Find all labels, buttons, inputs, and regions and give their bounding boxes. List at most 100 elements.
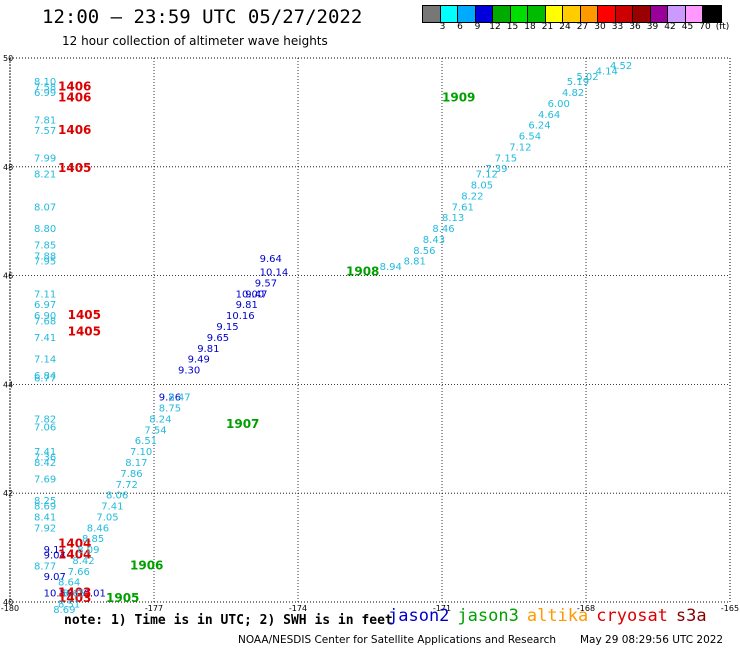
color-swatch: [510, 6, 528, 22]
wave-height-label: 8.69: [34, 502, 56, 513]
color-swatch: [580, 6, 598, 22]
wave-height-label: 8.22: [461, 191, 483, 202]
wave-height-label: 6.90: [34, 311, 56, 322]
wave-height-label: 9.11: [44, 545, 66, 556]
wave-height-label: 7.57: [34, 126, 56, 137]
color-scale-label: 12: [489, 22, 501, 32]
pass-id-label: 1405: [58, 161, 91, 175]
wave-height-label: 8.06: [106, 491, 128, 502]
wave-height-label: 8.09: [77, 545, 99, 556]
y-tick-label: 44: [3, 380, 13, 389]
pass-id-label: 1909: [442, 91, 475, 105]
x-tick-label: -165: [721, 604, 739, 613]
color-swatch: [633, 6, 651, 22]
wave-height-label: 7.15: [495, 153, 517, 164]
color-swatch: [423, 6, 441, 22]
wave-height-label: 9.81: [197, 344, 219, 355]
axis-ticks: -180 -177 -174 -171 -168 -165 40 42 44 46 48 50: [1, 54, 739, 613]
y-tick-label: 42: [3, 489, 13, 498]
x-tick-label: -177: [145, 604, 163, 613]
wave-height-label: 9.30: [178, 366, 200, 377]
pass-id-label: 1403: [58, 586, 91, 600]
wave-height-label: 9.64: [260, 254, 282, 265]
pass-id-label: 1404: [58, 537, 91, 551]
color-scale-label: 3: [439, 22, 446, 32]
wave-height-label: 7.86: [120, 469, 142, 480]
x-tick-label: -180: [1, 604, 19, 613]
wave-height-label: 8.85: [82, 534, 104, 545]
wave-height-label: 10.14: [260, 268, 289, 279]
wave-height-label: 9.65: [207, 333, 229, 344]
color-swatch: [703, 6, 721, 22]
wave-height-label: 7.41: [34, 333, 56, 344]
wave-height-label: 7.81: [34, 115, 56, 126]
wave-height-label: 7.36: [34, 453, 56, 464]
wave-height-label: 8.46: [87, 523, 109, 534]
wave-height-label: 7.54: [144, 425, 166, 436]
pass-id-label: 1405: [68, 308, 101, 322]
wave-height-label: 8.80: [34, 224, 56, 235]
wave-height-label: 9.15: [216, 322, 238, 333]
color-swatch: [598, 6, 616, 22]
y-tick-label: 48: [3, 163, 13, 172]
y-tick-label: 40: [3, 598, 13, 607]
wave-height-label: 8.69: [53, 605, 75, 616]
wave-height-label: 9.81: [236, 300, 258, 311]
wave-height-label: 7.61: [452, 202, 474, 213]
pass-id-label: 1404: [58, 547, 91, 561]
pass-id-label: 1907: [226, 417, 259, 431]
color-swatch: [440, 6, 458, 22]
wave-height-label: 7.10: [130, 447, 152, 458]
wave-height-label: 8.64: [58, 578, 80, 589]
wave-height-label: 9.26: [159, 393, 181, 404]
x-tick-label: -174: [289, 604, 307, 613]
color-scale-label: 24: [559, 22, 571, 32]
generated-timestamp: May 29 08:29:56 UTC 2022: [580, 634, 724, 646]
color-scale-label: 70: [699, 22, 711, 32]
wave-height-label: 6.77: [34, 374, 56, 385]
legend-jason2: jason2: [388, 606, 450, 626]
wave-height-label: 10.00: [236, 289, 265, 300]
wave-height-label: 8.81: [404, 257, 426, 268]
pass-id-label: 1405: [68, 324, 101, 338]
legend-s3a: s3a: [675, 606, 707, 626]
y-tick-label: 46: [3, 272, 13, 281]
wave-height-label: 8.43: [423, 235, 445, 246]
pass-id-label: 1406: [58, 123, 91, 137]
color-scale-label: 39: [646, 22, 659, 32]
wave-height-label: 8.94: [380, 262, 402, 273]
wave-height-label: 7.14: [34, 355, 56, 366]
wave-height-label: 4.82: [562, 88, 584, 99]
color-scale-label: 36: [629, 22, 641, 32]
wave-height-label: 8.24: [149, 414, 171, 425]
wave-height-label: 6.51: [135, 436, 157, 447]
wave-height-label: 7.58: [34, 83, 56, 94]
wave-height-label: 6.54: [519, 132, 541, 143]
wave-height-label: 7.39: [485, 164, 507, 175]
wave-height-label: 7.12: [509, 142, 531, 153]
color-swatch: [545, 6, 563, 22]
pass-id-label: 1406: [58, 80, 91, 94]
wave-height-label: 7.06: [34, 423, 56, 434]
wave-height-label: 9.49: [188, 355, 210, 366]
wave-height-label: 10.01: [77, 589, 106, 600]
wave-height-label: 9.57: [255, 278, 277, 289]
wave-height-label: 8.25: [34, 496, 56, 507]
data-labels: 10.149.579.479.8110.1610.009.159.659.819…: [34, 61, 632, 616]
wave-height-label: 8.47: [168, 393, 190, 404]
wave-height-label: 10.16: [226, 311, 255, 322]
wave-height-label: 6.97: [34, 300, 56, 311]
wave-height-label: 8.42: [34, 458, 56, 469]
wave-height-label: 7.11: [34, 289, 56, 300]
y-tick-label: 50: [3, 54, 13, 63]
pass-id-label: 1905: [106, 591, 139, 605]
wave-height-label: 9.04: [44, 550, 66, 561]
color-scale-bar: [422, 5, 722, 23]
color-scale-label: 15: [506, 22, 519, 32]
x-tick-label: -171: [433, 604, 451, 613]
units-note: note: 1) Time is in UTC; 2) SWH is in fe…: [64, 613, 393, 628]
pass-id-label: 1403: [58, 591, 91, 605]
wave-height-label: 7.99: [34, 153, 56, 164]
wave-height-label: 8.10: [34, 77, 56, 88]
